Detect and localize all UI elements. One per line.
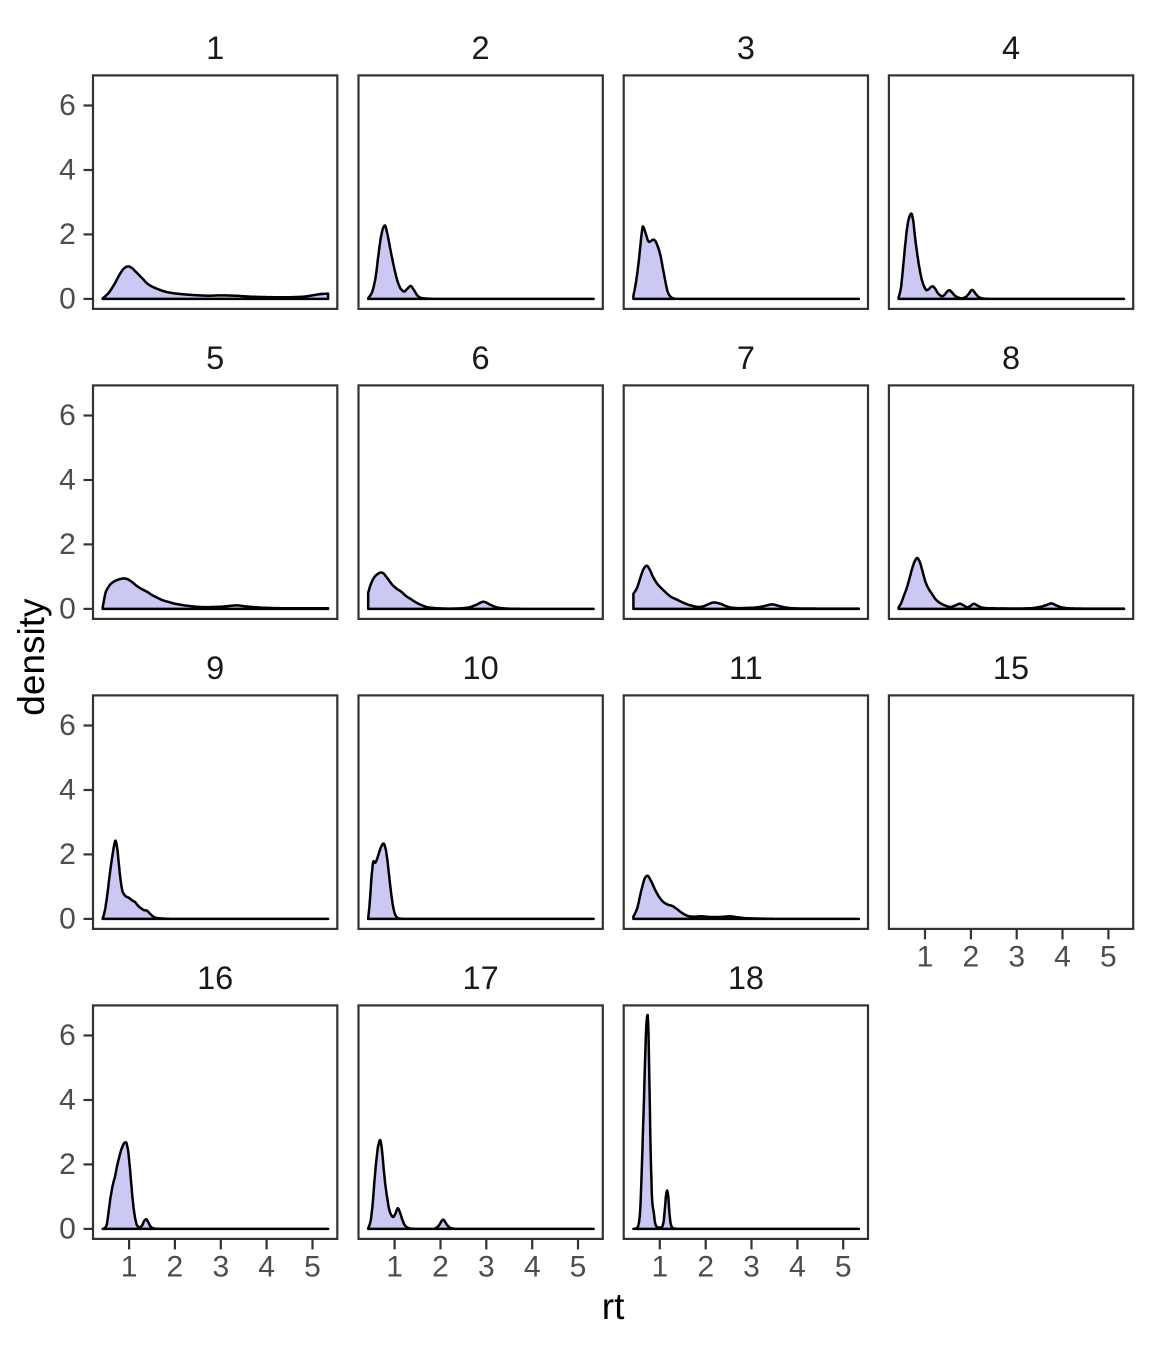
svg-text:6: 6 [59, 89, 76, 122]
svg-text:2: 2 [59, 838, 76, 871]
svg-text:2: 2 [472, 30, 490, 66]
svg-text:4: 4 [59, 1084, 76, 1117]
svg-text:2: 2 [59, 1148, 76, 1181]
svg-text:3: 3 [743, 1251, 760, 1284]
svg-text:7: 7 [737, 340, 755, 376]
svg-text:9: 9 [206, 650, 224, 686]
svg-text:6: 6 [59, 1019, 76, 1052]
svg-text:6: 6 [59, 399, 76, 432]
svg-text:6: 6 [472, 340, 490, 376]
svg-text:3: 3 [737, 30, 755, 66]
svg-text:15: 15 [993, 650, 1029, 686]
svg-text:4: 4 [1054, 941, 1071, 974]
svg-text:2: 2 [432, 1251, 449, 1284]
svg-text:2: 2 [697, 1251, 714, 1284]
svg-text:16: 16 [197, 960, 233, 996]
svg-text:1: 1 [651, 1251, 668, 1284]
svg-text:density: density [11, 598, 52, 716]
svg-text:0: 0 [59, 592, 76, 625]
svg-text:4: 4 [258, 1251, 275, 1284]
svg-text:4: 4 [59, 464, 76, 497]
svg-text:1: 1 [386, 1251, 403, 1284]
svg-text:4: 4 [1002, 30, 1020, 66]
svg-text:6: 6 [59, 709, 76, 742]
svg-text:3: 3 [212, 1251, 229, 1284]
svg-text:5: 5 [304, 1251, 321, 1284]
svg-text:4: 4 [59, 154, 76, 187]
svg-text:1: 1 [121, 1251, 138, 1284]
svg-text:4: 4 [789, 1251, 806, 1284]
svg-text:5: 5 [206, 340, 224, 376]
svg-text:0: 0 [59, 1212, 76, 1245]
svg-text:18: 18 [728, 960, 764, 996]
svg-text:5: 5 [570, 1251, 587, 1284]
svg-text:11: 11 [729, 650, 763, 686]
svg-text:8: 8 [1002, 340, 1020, 376]
svg-text:17: 17 [463, 960, 499, 996]
svg-text:2: 2 [59, 218, 76, 251]
svg-text:4: 4 [59, 774, 76, 807]
svg-text:2: 2 [963, 941, 980, 974]
svg-text:1: 1 [206, 30, 224, 66]
svg-text:rt: rt [602, 1286, 625, 1327]
svg-text:5: 5 [1100, 941, 1117, 974]
svg-text:5: 5 [835, 1251, 852, 1284]
svg-text:10: 10 [463, 650, 499, 686]
svg-text:0: 0 [59, 902, 76, 935]
svg-text:3: 3 [1008, 941, 1025, 974]
svg-text:2: 2 [167, 1251, 184, 1284]
svg-text:3: 3 [478, 1251, 495, 1284]
svg-text:2: 2 [59, 528, 76, 561]
svg-text:1: 1 [917, 941, 934, 974]
svg-text:4: 4 [524, 1251, 541, 1284]
svg-text:0: 0 [59, 282, 76, 315]
